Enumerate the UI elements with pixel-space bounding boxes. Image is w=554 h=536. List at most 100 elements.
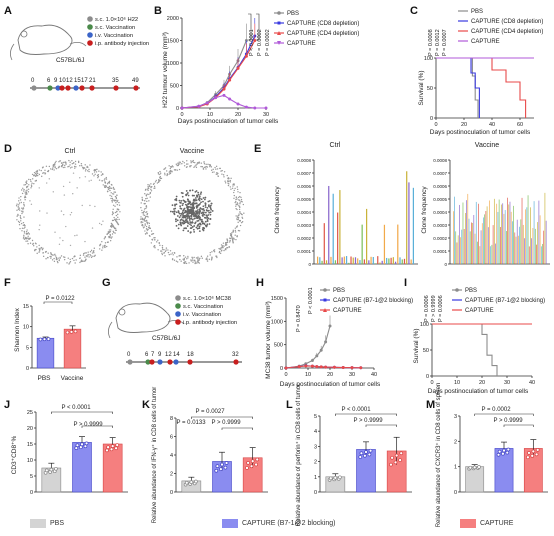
network-node [110,192,112,194]
network-node [97,175,100,178]
network-node [53,169,55,171]
network-node [38,247,40,250]
network-node [111,197,114,200]
network-node [51,259,54,261]
network-node [144,200,146,202]
histogram-bar [469,231,471,264]
network-node [237,191,239,193]
legend-label: PBS [50,520,65,527]
histogram-bar [337,212,339,264]
network-node [147,186,149,188]
network-node [228,241,231,243]
network-node [39,250,41,252]
p-value: P = 0.0002 [265,29,271,56]
network-node [62,161,64,164]
y-tick-label: 0 [444,262,447,267]
y-axis-label: Clone frequency [274,186,281,234]
network-node [207,200,210,203]
network-node [88,180,90,182]
network-node [111,199,113,202]
network-node [238,208,241,211]
network-node [19,199,22,201]
network-node [59,160,62,162]
network-node [198,218,201,220]
network-node [223,245,225,247]
network-node [115,196,117,199]
network-node [112,204,115,206]
histogram-bar [453,211,454,264]
data-point [310,364,314,368]
histogram-bar [477,241,478,264]
network-node [23,230,26,233]
network-node [27,235,29,237]
network-node [191,207,193,210]
network-node [111,211,114,213]
network-node [20,210,23,212]
network-node [194,197,197,199]
network-node [103,179,106,181]
histogram-bar [352,257,354,264]
network-node [23,227,25,230]
network-node [179,214,182,217]
y-tick-label: 0.0004 [433,210,447,215]
network-node [90,255,92,257]
network-node [141,209,143,212]
day-label: 18 [187,352,194,358]
network-node [21,230,23,232]
network-node [177,223,180,226]
y-axis-label: Clone frequency [421,186,428,234]
network-node [46,212,48,214]
network-node [101,179,103,182]
legend-label: CAPTURE [480,520,514,527]
network-node [183,222,186,225]
network-node [178,212,181,215]
network-node [193,194,195,197]
network-node [205,209,208,211]
network-node [114,191,117,193]
data-point [526,455,530,460]
network-node [211,258,213,260]
network-node [40,169,42,172]
network-node [202,208,205,210]
day-label: 12 [165,352,172,358]
network-node [186,207,189,210]
histogram-bar [471,222,472,264]
network-node [163,252,165,254]
data-point [75,443,80,448]
network-node [189,212,192,214]
network-node [148,193,150,196]
network-node [175,163,178,165]
network-node [159,179,161,182]
panel-a: A C57BL/6J s.c. 1.0×10⁶ H22 s.c. Vaccina… [4,5,149,91]
network-node [146,188,149,190]
p-value: P > 0.9999 [431,295,437,322]
network-node [231,187,234,189]
network-node [198,222,201,225]
panel-b: B H22 tumour volume (mm³) Days postinocu… [154,5,359,125]
data-point [535,448,540,452]
network-node [198,227,201,230]
network-node [68,262,71,264]
network-node [163,249,165,251]
network-node [154,181,157,183]
network-node [26,229,28,231]
network-node [101,241,103,243]
network-node [202,205,205,208]
network-node [42,172,44,174]
network-node [179,221,182,224]
network-node [207,205,210,208]
histogram-bar [510,211,512,264]
histogram-bar [521,197,523,264]
day-label: 49 [132,78,139,84]
network-node [170,253,172,255]
network-node [42,252,44,254]
p-value: P = 0.0006 [438,295,444,322]
network-node [191,259,194,261]
network-node [115,202,117,204]
network-node [144,223,146,225]
network-node [190,161,192,164]
y-tick-label: 0.0006 [433,184,447,189]
network-node [168,253,171,256]
network-node [185,206,188,209]
